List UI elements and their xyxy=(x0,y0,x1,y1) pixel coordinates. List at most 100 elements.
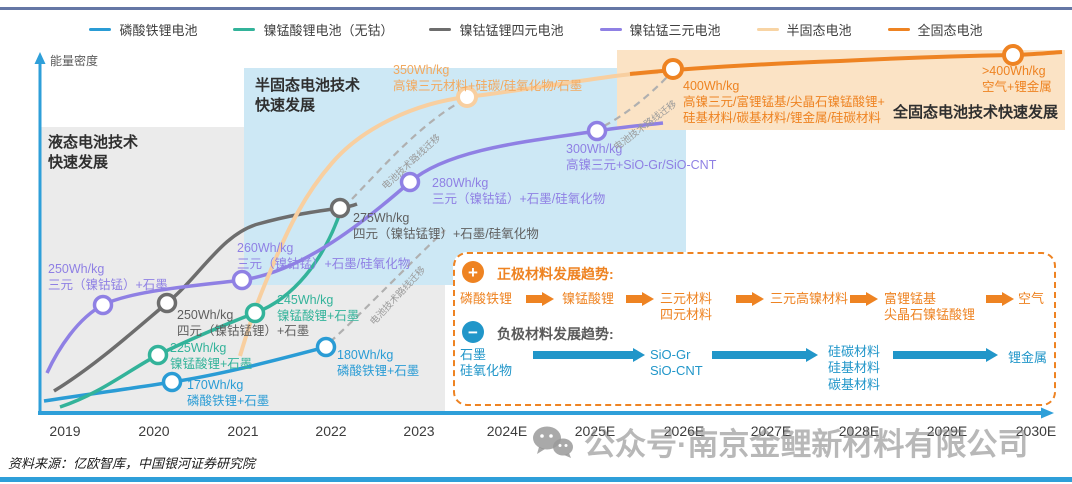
milestone-material: 磷酸铁锂+石墨 xyxy=(337,364,420,378)
anode-arrow-icon xyxy=(533,348,645,362)
series-all-solid-curve xyxy=(629,50,1063,76)
cathode-item-line: 尖晶石镍锰酸锂 xyxy=(884,307,976,323)
legend-item: 镍锰酸锂电池（无钴） xyxy=(233,20,393,39)
top-border xyxy=(0,7,1072,10)
legend-label: 镍锰酸锂电池（无钴） xyxy=(263,23,394,38)
milestone-label: 180Wh/kg 磷酸铁锂+石墨 xyxy=(337,347,419,379)
legend-item: 镍钴锰锂四元电池 xyxy=(429,20,564,39)
milestone-marker xyxy=(329,197,351,219)
milestone-label: >400Wh/kg 空气+锂金属 xyxy=(982,63,1052,95)
arrow-head xyxy=(542,292,554,306)
arrow-head xyxy=(806,348,818,362)
watermark: 公众号·南京金鲤新材料有限公司 xyxy=(532,419,1028,464)
migration-dashed-line xyxy=(603,75,669,127)
cathode-item-line: 富锂锰基 xyxy=(884,291,937,306)
chart-legend: 磷酸铁锂电池 镍锰酸锂电池（无钴） 镍钴锰锂四元电池 镍钴锰三元电池 半固态电池 全固态电… xyxy=(0,20,1072,39)
cathode-item-line: 四元材料 xyxy=(660,307,713,323)
legend-label: 磷酸铁锂电池 xyxy=(119,23,198,38)
y-axis-arrow-icon xyxy=(34,52,46,64)
milestone-material: 空气+锂金属 xyxy=(982,80,1052,94)
cathode-item: 三元材料 四元材料 xyxy=(660,291,712,324)
source-note: 资料来源：亿欧智库，中国银河证券研究院 xyxy=(8,456,256,471)
legend-swatch-icon xyxy=(599,28,622,31)
anode-arrow-icon xyxy=(712,348,818,362)
cathode-trend-title: 正极材料发展趋势: xyxy=(497,266,614,282)
milestone-marker xyxy=(161,371,183,393)
milestone-label: 225Wh/kg 镍锰酸锂+石墨 xyxy=(170,340,252,372)
cathode-item-line: 三元材料 xyxy=(660,291,713,306)
series-lnmo-curve xyxy=(59,206,344,409)
milestone-value: 400Wh/kg xyxy=(683,79,740,93)
cathode-item: 三元高镍材料 xyxy=(770,291,848,307)
milestone-material: 三元（镍钴锰）+石墨 xyxy=(48,278,168,292)
region-title-line: 全固态电池技术快速发展 xyxy=(893,104,1059,121)
x-tick-label: 2023 xyxy=(403,423,435,439)
x-tick-label: 2025E xyxy=(574,423,616,439)
anode-item-line: 硅基材料 xyxy=(828,360,881,376)
cathode-item-line: 三元高镍材料 xyxy=(770,291,849,306)
milestone-label: 250Wh/kg 四元（镍钴锰锂）+石墨 xyxy=(177,307,309,339)
anode-item: 石墨 硅氧化物 xyxy=(460,347,512,380)
milestone-label: 400Wh/kg 高镍三元/富锂锰基/尖晶石镍锰酸锂+ 硅基材料/碳基材料/锂金属/… xyxy=(683,78,885,126)
milestone-marker xyxy=(662,58,684,80)
plus-icon: + xyxy=(462,261,484,283)
milestone-material: 镍锰酸锂+石墨 xyxy=(277,309,360,323)
trend-box xyxy=(453,252,1056,406)
anode-item-line: SiO-CNT xyxy=(650,363,703,379)
milestone-marker xyxy=(92,294,114,316)
x-tick-label: 2024E xyxy=(486,423,528,439)
legend-swatch-icon xyxy=(233,28,256,31)
region-all-solid-battery xyxy=(617,50,1065,130)
arrow-head xyxy=(752,292,764,306)
legend-swatch-icon xyxy=(429,28,452,31)
cathode-arrow-icon xyxy=(736,292,764,306)
milestone-label: 170Wh/kg 磷酸铁锂+石墨 xyxy=(187,377,269,409)
milestone-label: 275Wh/kg 四元（镍钴锰锂）+石墨/硅氧化物 xyxy=(353,210,539,242)
cathode-item: 富锂锰基 尖晶石镍锰酸锂 xyxy=(884,291,975,324)
legend-label: 镍钴锰三元电池 xyxy=(629,23,721,38)
milestone-value: 225Wh/kg xyxy=(170,341,227,355)
milestone-marker xyxy=(147,344,169,366)
milestone-marker xyxy=(244,302,266,324)
region-title-line: 半固态电池技术 xyxy=(255,77,361,94)
milestone-material: 三元（镍钴锰）+石墨/硅氧化物 xyxy=(432,192,606,206)
watermark-text: 公众号·南京金鲤新材料有限公司 xyxy=(584,427,1029,462)
wechat-icon xyxy=(533,426,573,458)
arrow-shaft xyxy=(893,351,988,359)
milestone-material: 四元（镍钴锰锂）+石墨/硅氧化物 xyxy=(353,227,539,241)
arrow-shaft xyxy=(626,295,644,303)
x-tick-label: 2028E xyxy=(838,423,880,439)
arrow-shaft xyxy=(526,295,544,303)
milestone-marker xyxy=(231,269,253,291)
milestone-marker xyxy=(315,336,337,358)
x-tick-label: 2026E xyxy=(663,423,705,439)
milestone-value: 245Wh/kg xyxy=(277,293,334,307)
anode-item-line: 碳基材料 xyxy=(828,376,881,392)
arrow-head xyxy=(642,292,654,306)
x-axis-arrow-icon xyxy=(1041,407,1054,419)
cathode-item-line: 空气 xyxy=(1018,291,1045,306)
arrow-shaft xyxy=(986,295,1004,303)
milestone-material: 硅基材料/碳基材料/锂金属/硅碳材料 xyxy=(683,111,881,125)
legend-item: 半固态电池 xyxy=(756,20,852,39)
anode-item: 锂金属 xyxy=(1008,350,1047,366)
region-title-all-solid: 全固态电池技术快速发展 xyxy=(893,103,1058,123)
anode-item-line: 硅碳材料 xyxy=(828,344,881,359)
region-title-semi-solid: 半固态电池技术 快速发展 xyxy=(255,76,360,117)
milestone-value: 350Wh/kg xyxy=(393,63,450,77)
milestone-value: 260Wh/kg xyxy=(237,241,294,255)
legend-swatch-icon xyxy=(887,28,910,31)
milestone-marker xyxy=(156,292,178,314)
arrow-shaft xyxy=(850,295,868,303)
milestone-label: 245Wh/kg 镍锰酸锂+石墨 xyxy=(277,292,359,324)
legend-label: 镍钴锰锂四元电池 xyxy=(459,23,564,38)
legend-label: 半固态电池 xyxy=(786,23,852,38)
milestone-label: 300Wh/kg 高镍三元+SiO-Gr/SiO-CNT xyxy=(566,141,716,173)
milestone-marker xyxy=(399,171,421,193)
cathode-item-line: 镍锰酸锂 xyxy=(562,291,615,306)
anode-item-line: 硅氧化物 xyxy=(460,363,513,379)
arrow-shaft xyxy=(533,351,635,359)
milestone-value: >400Wh/kg xyxy=(982,64,1046,78)
milestone-marker xyxy=(586,120,608,142)
